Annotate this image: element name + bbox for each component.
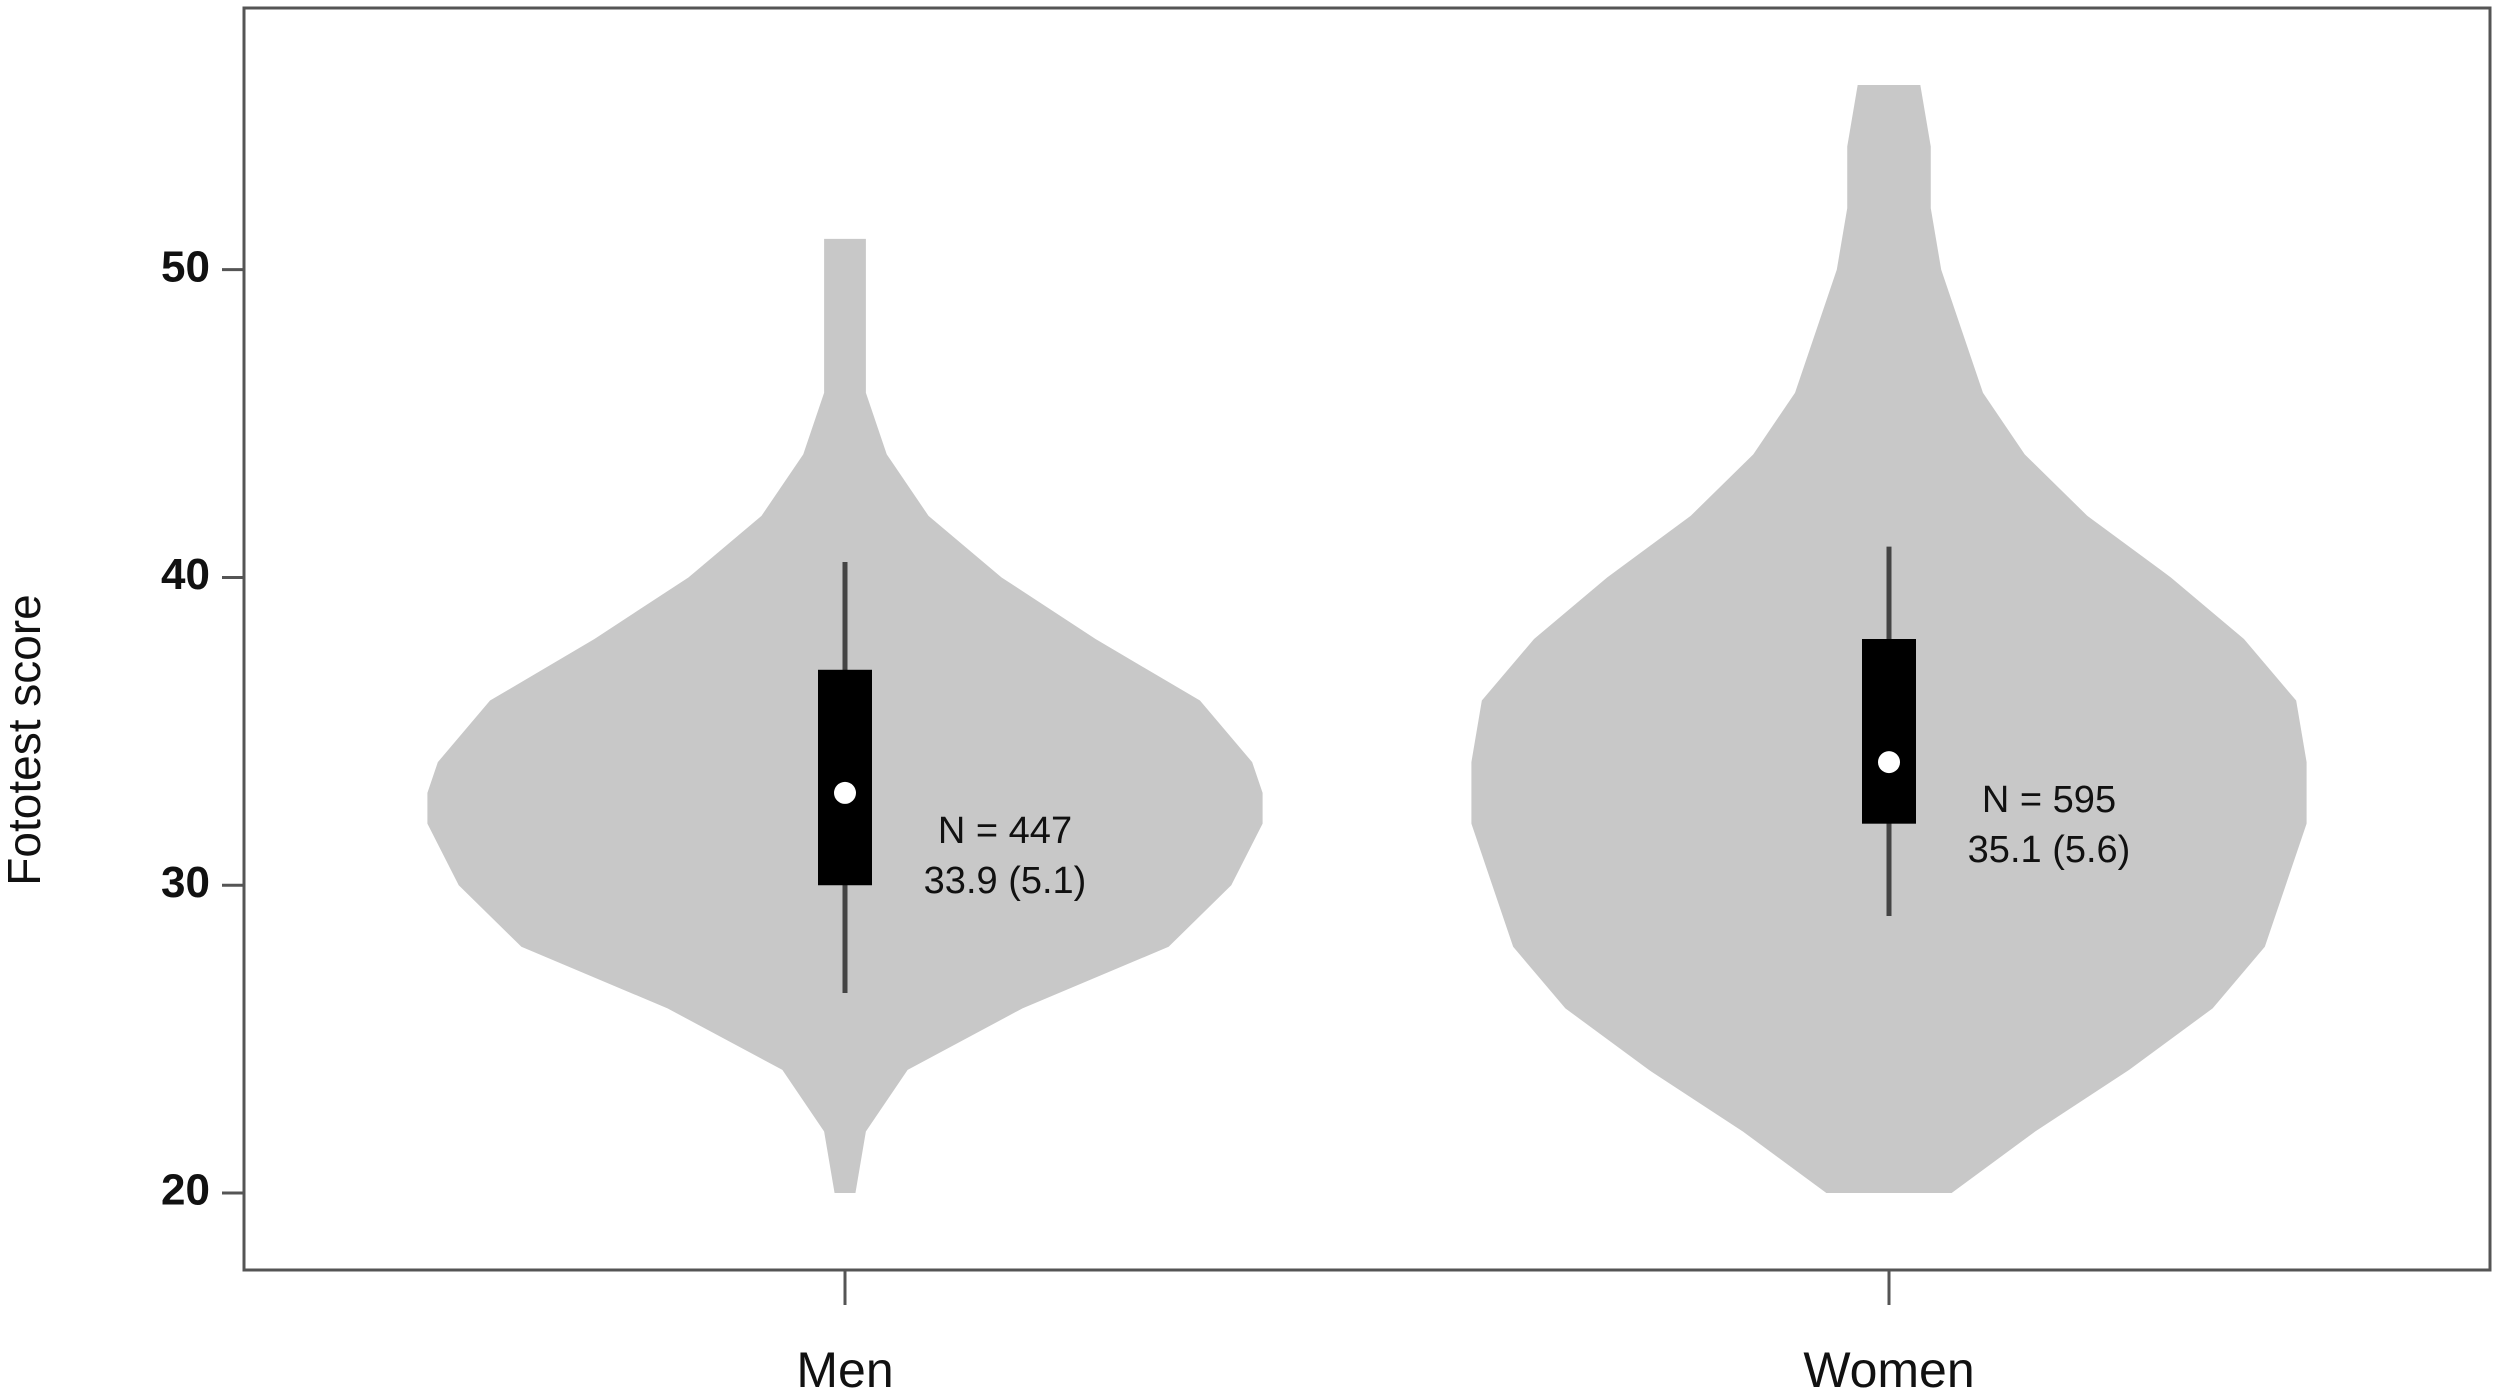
median (1878, 751, 1900, 774)
x-tick-label: Men (796, 1342, 893, 1395)
annotation: N = 595 (1982, 779, 2116, 821)
y-tick-label: 40 (161, 550, 210, 599)
x-tick-label: Women (1803, 1342, 1974, 1395)
median (834, 781, 856, 804)
y-tick-label: 50 (161, 242, 210, 291)
plot-frame (242, 6, 2492, 1272)
y-tick-label: 20 (161, 1166, 210, 1215)
y-tick-label: 30 (161, 858, 210, 907)
annotation: 33.9 (5.1) (924, 860, 1087, 902)
y-axis-label: Fototest score (0, 594, 50, 885)
box (818, 669, 872, 886)
annotation: 35.1 (5.6) (1968, 829, 2131, 871)
annotation: N = 447 (938, 810, 1072, 852)
box (1862, 639, 1916, 824)
